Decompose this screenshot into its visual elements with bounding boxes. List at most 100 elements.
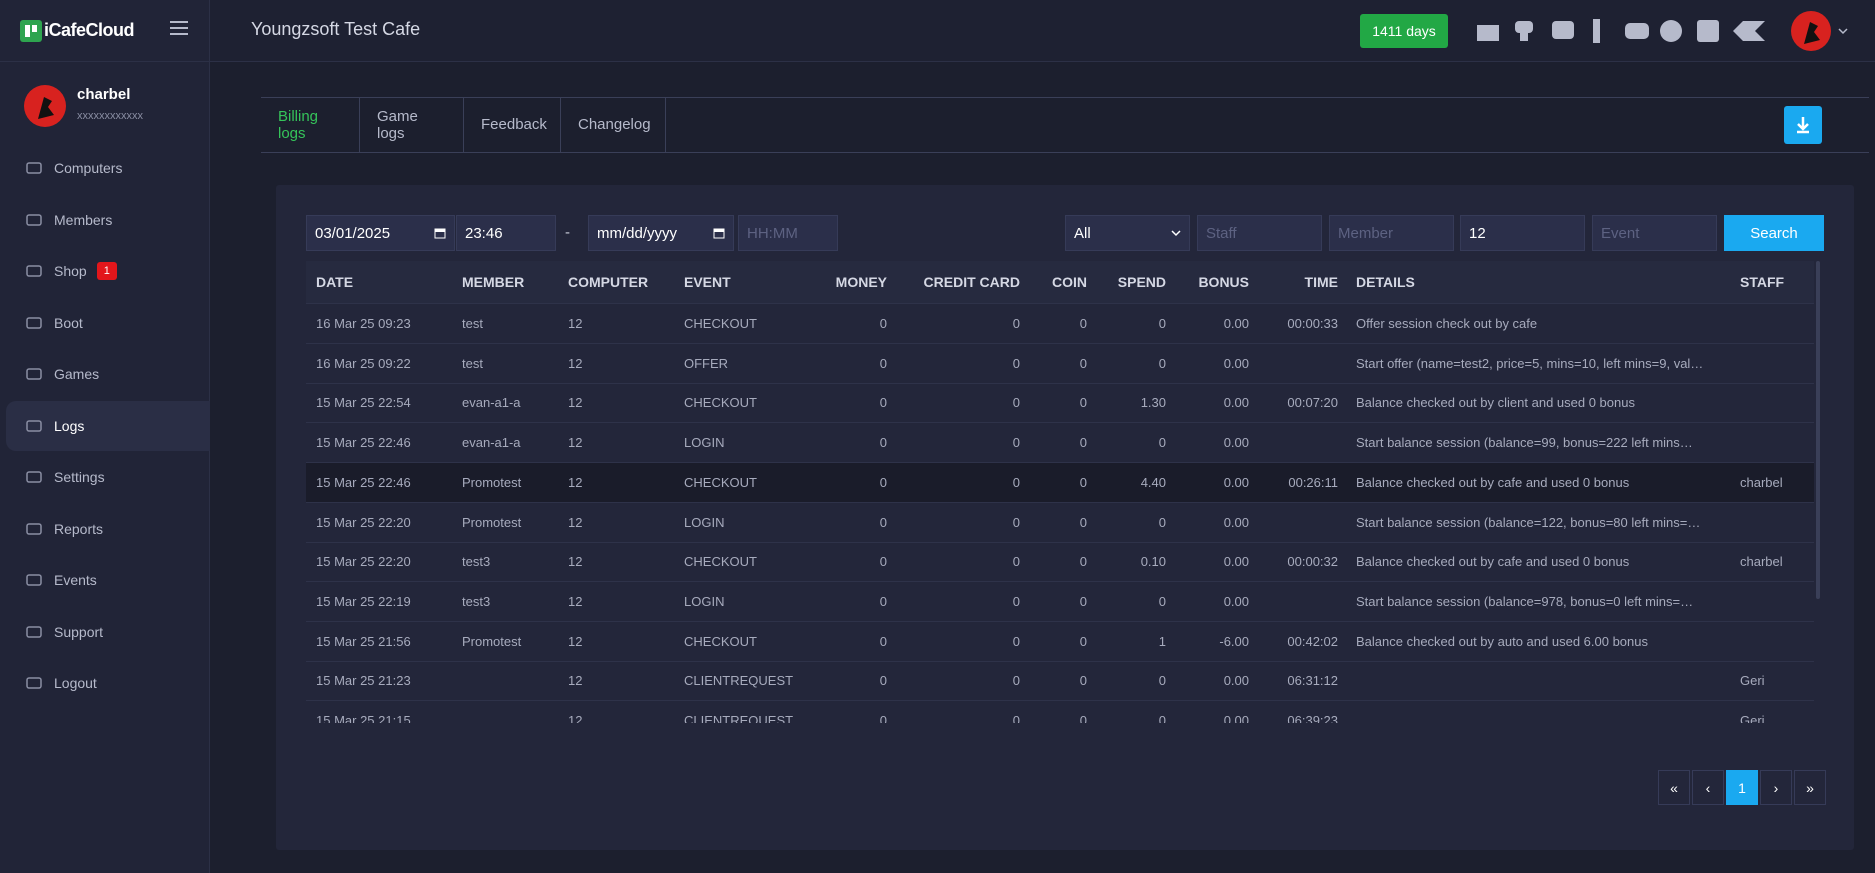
end-time-placeholder: HH:MM <box>747 224 798 242</box>
table-cell: Balance checked out by auto and used 6.0… <box>1356 633 1648 649</box>
table-cell: 0 <box>1012 673 1020 689</box>
tab[interactable]: Feedback <box>464 97 561 152</box>
nav-item[interactable]: Support <box>6 607 210 657</box>
table-row[interactable]: 15 Mar 25 22:20 Promotest 12 LOGIN 0 0 0 0 0.00 S… <box>306 503 1814 543</box>
table-cell: Balance checked out by cafe and used 0 b… <box>1356 554 1630 570</box>
nav-label: Members <box>54 211 113 228</box>
table-row[interactable]: 15 Mar 25 21:15 12 CLIENTREQUEST 0 0 0 0 0.00 06… <box>306 701 1814 723</box>
table-cell: 1 <box>1158 633 1166 649</box>
page-button[interactable]: ‹ <box>1692 770 1724 805</box>
nav-item[interactable]: Computers <box>6 143 210 193</box>
nav-label: Boot <box>54 314 83 331</box>
column-header: DATE <box>316 274 354 290</box>
nav-icon <box>26 265 42 277</box>
nav-item[interactable]: Games <box>6 349 210 399</box>
table-cell: Balance checked out by cafe and used 0 b… <box>1356 474 1630 490</box>
page-button[interactable]: » <box>1794 770 1826 805</box>
table-cell: 15 Mar 25 22:54 <box>316 395 411 411</box>
table-row[interactable]: 15 Mar 25 22:46 Promotest 12 CHECKOUT 0 0 0 4.4… <box>306 462 1814 503</box>
tab[interactable]: Billing logs <box>261 97 360 152</box>
menu-toggle[interactable] <box>170 21 188 35</box>
table-cell: CHECKOUT <box>684 474 757 490</box>
table-row[interactable]: 16 Mar 25 09:23 test 12 CHECKOUT 0 0 0 0 0.00 00:… <box>306 304 1814 344</box>
table-row[interactable]: 15 Mar 25 21:56 Promotest 12 CHECKOUT 0 0 0 1 -6… <box>306 622 1814 662</box>
nav-item[interactable]: Reports <box>6 504 210 554</box>
account-menu[interactable] <box>1790 10 1850 52</box>
table-cell: 15 Mar 25 21:15 <box>316 713 411 723</box>
event-input[interactable]: Event <box>1592 215 1717 251</box>
member-input[interactable]: Member <box>1329 215 1454 251</box>
table-cell: 0 <box>879 435 887 451</box>
user-id: xxxxxxxxxxxx <box>77 110 143 122</box>
nav-item[interactable]: Settings <box>6 452 210 502</box>
table-cell: 0 <box>1012 474 1020 490</box>
event-type-select[interactable]: All <box>1065 215 1190 251</box>
table-cell: 12 <box>568 355 583 371</box>
table-cell: 0 <box>1012 435 1020 451</box>
tab[interactable]: Changelog <box>561 97 666 152</box>
start-time[interactable]: 23:46 <box>456 215 556 251</box>
table-cell: 12 <box>568 395 583 411</box>
column-header: BONUS <box>1198 274 1249 290</box>
column-header: DETAILS <box>1356 274 1415 290</box>
brand-bar: iCafeCloud <box>0 0 210 62</box>
nav-item[interactable]: Logout <box>6 658 210 708</box>
table-cell: 0 <box>1012 633 1020 649</box>
nav-item[interactable]: Members <box>6 195 210 245</box>
staff-input[interactable]: Staff <box>1197 215 1322 251</box>
nav-item[interactable]: Boot <box>6 298 210 348</box>
sidebar: iCafeCloud charbel xxxxxxxxxxxx Computer… <box>0 0 210 873</box>
search-button[interactable]: Search <box>1724 215 1824 251</box>
days-badge[interactable]: 1411 days <box>1360 14 1448 48</box>
column-header: SPEND <box>1117 274 1166 290</box>
table-cell: test <box>462 355 483 371</box>
table-cell: 0.00 <box>1223 316 1249 331</box>
tab[interactable]: Game logs <box>360 97 464 152</box>
table-row[interactable]: 15 Mar 25 22:54 evan-a1-a 12 CHECKOUT 0 0 0 1.3… <box>306 383 1814 424</box>
table-cell: 12 <box>568 713 583 723</box>
column-header: TIME <box>1304 274 1338 290</box>
table-cell: 0.00 <box>1223 554 1249 570</box>
page-button[interactable]: 1 <box>1726 770 1758 805</box>
column-header: STAFF <box>1740 274 1785 290</box>
download-button[interactable] <box>1784 106 1822 144</box>
computer-input[interactable]: 12 <box>1460 215 1585 251</box>
table-row[interactable]: 15 Mar 25 22:19 test3 12 LOGIN 0 0 0 0 0.00 Start… <box>306 582 1814 622</box>
table-row[interactable]: 15 Mar 25 21:23 12 CLIENTREQUEST 0 0 0 0 0.00 06… <box>306 661 1814 702</box>
table-cell: CLIENTREQUEST <box>684 673 794 689</box>
event-placeholder: Event <box>1601 224 1640 242</box>
date-separator: - <box>565 224 570 241</box>
table-row[interactable]: 15 Mar 25 22:46 evan-a1-a 12 LOGIN 0 0 0 0 0.00 S… <box>306 423 1814 464</box>
nav-item[interactable]: Shop 1 <box>6 246 210 296</box>
end-date[interactable]: mm/dd/yyyy <box>588 215 734 251</box>
social-icons[interactable] <box>1475 17 1765 45</box>
table-cell: 12 <box>568 474 583 490</box>
nav-icon <box>26 471 42 483</box>
page-button[interactable]: « <box>1658 770 1690 805</box>
table-cell: test3 <box>462 554 491 570</box>
nav-item[interactable]: Logs <box>6 400 210 451</box>
table-cell: 0 <box>879 355 887 371</box>
table-cell: 0 <box>1012 395 1020 411</box>
table-cell: CLIENTREQUEST <box>684 713 794 723</box>
table-cell: Geri <box>1740 673 1765 689</box>
nav-item[interactable]: Events <box>6 555 210 605</box>
nav-icon <box>26 368 42 380</box>
table-cell: 0.00 <box>1223 593 1249 609</box>
end-date-text: mm/dd/yyyy <box>597 224 678 242</box>
table-row[interactable]: 16 Mar 25 09:22 test 12 OFFER 0 0 0 0 0.00 Start … <box>306 344 1814 384</box>
start-date[interactable]: 03/01/2025 <box>306 215 455 251</box>
staff-placeholder: Staff <box>1206 224 1237 242</box>
event-type-text: All <box>1074 224 1091 242</box>
table-cell: CHECKOUT <box>684 316 757 331</box>
table-cell: 0.00 <box>1223 355 1249 371</box>
end-time[interactable]: HH:MM <box>738 215 838 251</box>
table-cell: 0 <box>1158 713 1166 723</box>
table-row[interactable]: 15 Mar 25 22:20 test3 12 CHECKOUT 0 0 0 0.10 0.0… <box>306 542 1814 583</box>
nav-icon <box>26 625 42 638</box>
top-bar: Youngzsoft Test Cafe 1411 days <box>210 0 1875 62</box>
table-cell: 06:31:12 <box>1287 673 1338 689</box>
page-button[interactable]: › <box>1760 770 1792 805</box>
nav-label: Games <box>54 366 100 382</box>
column-header: COIN <box>1052 274 1087 290</box>
